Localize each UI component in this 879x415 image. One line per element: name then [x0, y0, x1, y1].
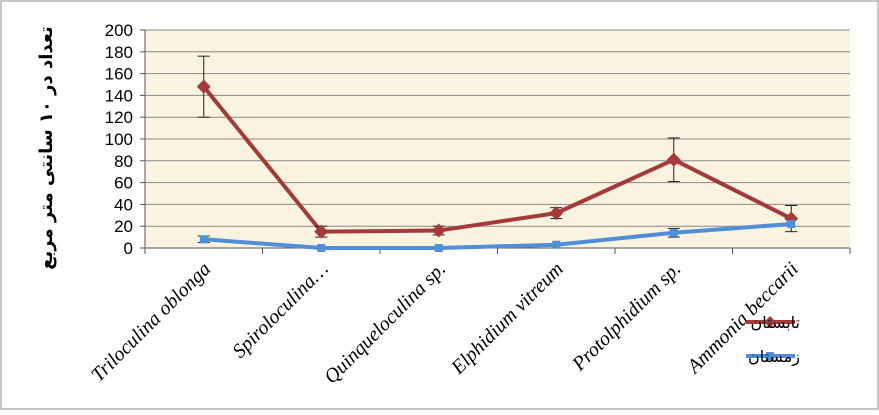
legend-marker-summer — [764, 316, 776, 328]
data-point — [549, 206, 564, 221]
grid — [145, 29, 850, 227]
y-tick-label: 180 — [105, 43, 133, 62]
legend-label-summer: تابستان — [750, 313, 800, 332]
series-1 — [197, 220, 796, 252]
y-tick-label: 100 — [105, 130, 133, 149]
y-tick-labels: 0 20 40 60 80 100 120 140 160 180 200 — [105, 21, 133, 258]
data-point — [196, 79, 211, 94]
y-tick-label: 40 — [114, 195, 133, 214]
data-point — [552, 240, 561, 249]
series-line — [203, 222, 792, 250]
y-axis-label: تعداد در ۱۰ سانتی متر مربع — [36, 26, 57, 270]
data-point — [434, 244, 443, 252]
data-point — [666, 152, 681, 167]
y-tick-label: 0 — [124, 239, 133, 258]
y-tick-label: 200 — [105, 21, 133, 40]
legend-label-winter: زمستان — [748, 347, 800, 367]
data-point — [199, 235, 208, 244]
legend: تابستان زمستان — [746, 313, 800, 367]
data-point — [669, 228, 678, 237]
y-tick-label: 120 — [105, 108, 133, 127]
series-0 — [196, 55, 799, 239]
series-layer — [196, 55, 799, 252]
data-point — [431, 223, 446, 238]
y-tick-label: 140 — [105, 86, 133, 105]
y-tick-label: 60 — [114, 174, 133, 193]
y-tick-label: 20 — [114, 217, 133, 236]
legend-marker-winter — [766, 352, 774, 360]
data-point — [314, 224, 329, 239]
data-point — [317, 244, 326, 252]
y-tick-label: 80 — [114, 152, 133, 171]
series-line — [202, 85, 793, 234]
data-point — [787, 220, 796, 229]
y-tick-label: 160 — [105, 65, 133, 84]
